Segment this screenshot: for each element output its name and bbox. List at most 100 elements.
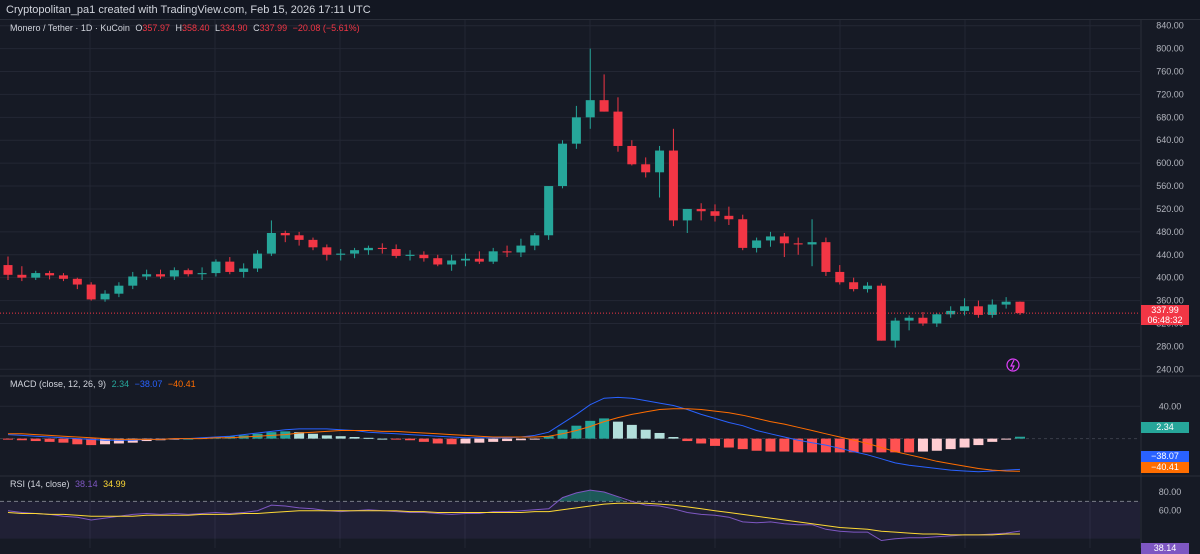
candle-body [571, 117, 581, 144]
macd-histogram-bar [363, 437, 374, 439]
macd-histogram-bar [30, 438, 41, 442]
macd-signal-tag: −40.41 [1141, 462, 1189, 473]
macd-histogram-bar [391, 438, 402, 440]
candle-body [793, 243, 803, 245]
rsi-line [7, 489, 1021, 542]
candle-body [447, 260, 457, 265]
candle-body [918, 317, 928, 324]
price-tick-label: 560.00 [1156, 181, 1184, 191]
macd-histogram-bar [72, 438, 83, 445]
last-price-value: 337.99 [1151, 305, 1179, 315]
macd-histogram-bar [834, 438, 845, 453]
candle-body [460, 258, 470, 261]
candle-body [488, 251, 498, 262]
macd-histogram-bar [626, 424, 637, 439]
candle-body [253, 253, 263, 269]
macd-histogram-bar [543, 436, 554, 439]
high-label: H [175, 23, 182, 33]
macd-line-value: −38.07 [134, 379, 163, 389]
candle-body [516, 245, 526, 253]
candle-body [973, 306, 983, 315]
candle-body [1001, 301, 1011, 305]
macd-histogram-bar [502, 438, 513, 442]
candle-body [668, 150, 678, 221]
candle-body [987, 304, 997, 315]
symbol-label: Monero / Tether · 1D · KuCoin [10, 23, 130, 33]
macd-histogram-bar [765, 438, 776, 452]
low-label: L [215, 23, 221, 33]
macd-histogram-bar [1015, 436, 1025, 439]
candle-body [682, 208, 692, 221]
low-value: 334.90 [220, 23, 248, 33]
rsi-tick-label: 80.00 [1159, 487, 1182, 497]
macd-histogram-bar [86, 438, 97, 446]
macd-histogram-bar [737, 438, 748, 450]
rsi-ma-value: 34.99 [103, 479, 126, 489]
candle-body [765, 236, 775, 241]
price-tick-label: 280.00 [1156, 341, 1184, 351]
macd-histogram-bar [945, 438, 956, 450]
candle-body [363, 247, 373, 251]
price-tick-label: 400.00 [1156, 273, 1184, 283]
price-tick-label: 680.00 [1156, 112, 1184, 122]
bar-countdown: 06:48:32 [1147, 315, 1183, 325]
candle-body [280, 233, 290, 236]
macd-histogram-bar [1001, 438, 1012, 440]
macd-hist-value: 2.34 [111, 379, 130, 389]
macd-histogram-bar [862, 438, 873, 453]
macd-histogram-bar [349, 437, 360, 439]
macd-histogram-bar [294, 432, 305, 439]
last-price-tag: 337.99 06:48:32 [1141, 305, 1189, 325]
rsi-ma-line [7, 502, 1020, 536]
price-tick-label: 520.00 [1156, 204, 1184, 214]
macd-histogram-bar [654, 432, 665, 439]
macd-histogram-bar [585, 420, 596, 439]
macd-histogram-bar [640, 429, 651, 439]
price-tick-label: 240.00 [1156, 364, 1184, 374]
macd-histogram-bar [183, 438, 194, 440]
candle-body [835, 271, 845, 283]
macd-histogram-bar [973, 438, 984, 446]
macd-histogram-bar [446, 438, 457, 445]
candle-body [627, 145, 637, 165]
candle-body [433, 258, 443, 265]
price-tick-label: 360.00 [1156, 296, 1184, 306]
candle-body [58, 275, 68, 279]
candle-body [391, 249, 401, 256]
macd-title: MACD (close, 12, 26, 9) [10, 379, 107, 389]
candle-body [946, 310, 956, 315]
rsi-tag: 38.14 [1141, 543, 1189, 554]
macd-histogram-bar [321, 435, 332, 439]
macd-histogram-bar [931, 438, 942, 451]
chart-canvas[interactable]: 840.00 800.00 760.00 720.00 680.00 640.00 600.… [0, 20, 1200, 548]
macd-histogram-bar [599, 418, 610, 439]
macd-histogram-bar [335, 436, 346, 439]
price-tick-label: 800.00 [1156, 44, 1184, 54]
rsi-tick-label: 60.00 [1159, 506, 1182, 516]
macd-histogram-bar [904, 438, 915, 453]
macd-histogram-bar [848, 438, 859, 453]
macd-histogram-bar [169, 438, 180, 440]
macd-histogram-bar [682, 438, 693, 442]
credit-bar: Cryptopolitan_pa1 created with TradingVi… [0, 0, 1200, 20]
candle-body [932, 314, 942, 324]
lightning-icon [1006, 358, 1020, 372]
price-tick-label: 720.00 [1156, 89, 1184, 99]
macd-histogram-bar [696, 438, 707, 444]
macd-histogram-bar [44, 438, 55, 442]
candle-body [350, 250, 360, 254]
rsi-value: 38.14 [75, 479, 98, 489]
candle-body [641, 164, 651, 173]
macd-histogram-bar [710, 438, 721, 446]
candle-body [849, 282, 859, 290]
macd-histogram-bar [16, 438, 27, 441]
macd-histogram-bar [793, 438, 804, 453]
high-value: 358.40 [181, 23, 210, 33]
macd-histogram-bar [890, 438, 901, 453]
candle-body [211, 261, 221, 274]
open-value: 357.97 [142, 23, 170, 33]
candle-body [655, 150, 665, 173]
rsi-legend: RSI (14, close) 38.14 34.99 [10, 479, 129, 489]
rsi-band-background [0, 501, 1140, 539]
candle-body [294, 235, 304, 240]
